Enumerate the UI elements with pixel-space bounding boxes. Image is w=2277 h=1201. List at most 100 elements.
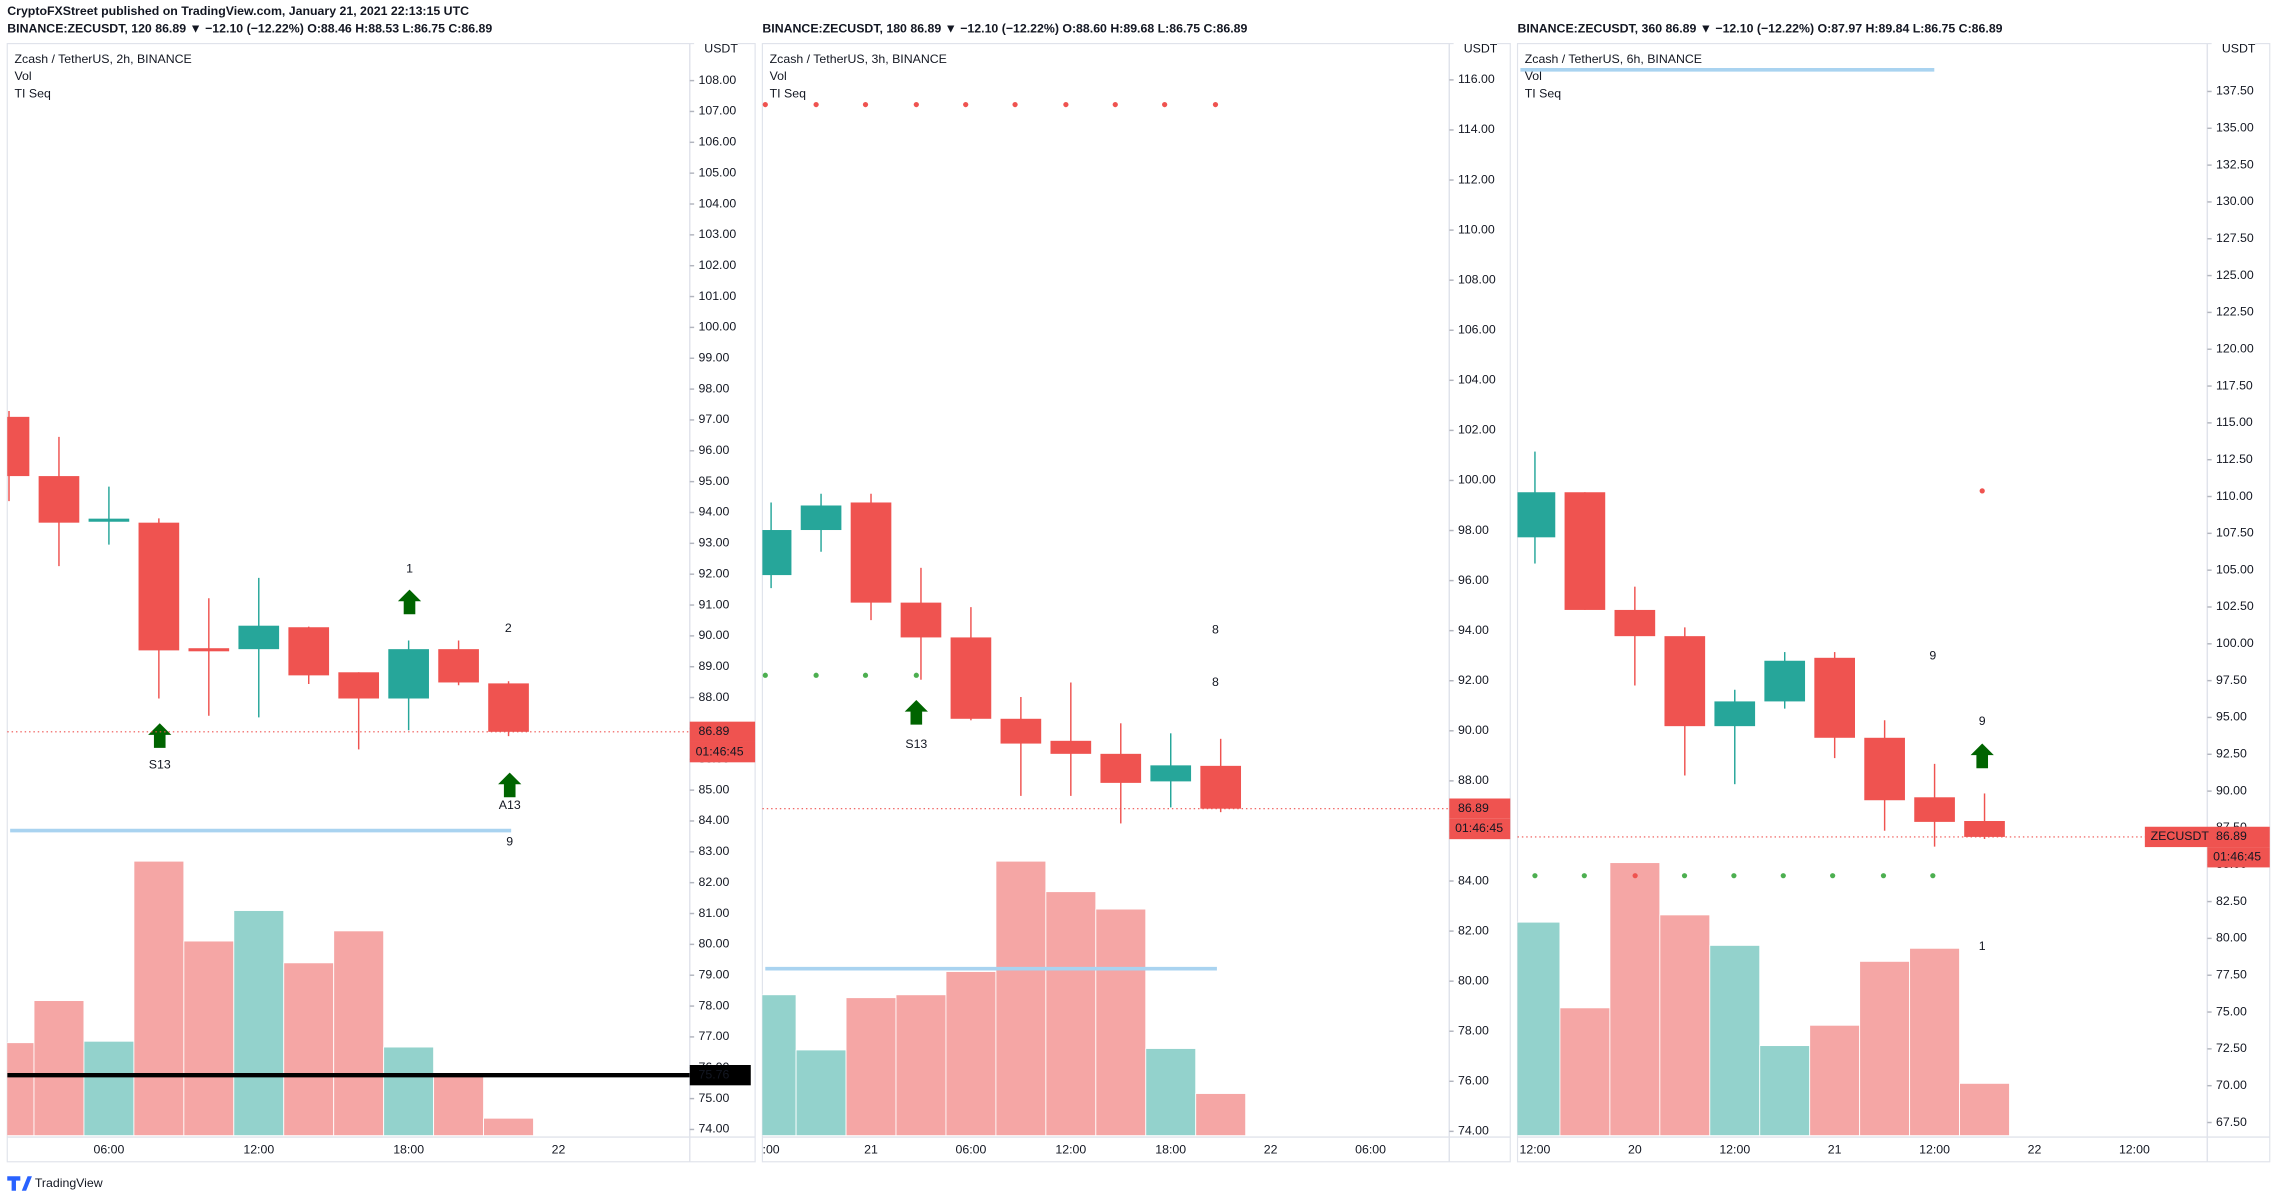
volume-bar — [795, 1049, 847, 1136]
plot-area: S13 8 8 — [762, 101, 1247, 1136]
volume-bar — [233, 910, 285, 1136]
y-tick-label: 78.00 — [1458, 1023, 1489, 1037]
seq-dot — [1979, 488, 1985, 494]
y-tick-label: 80.00 — [2216, 931, 2247, 945]
unit-bg — [1453, 40, 1498, 57]
seq-annotation: 9 — [1929, 649, 1936, 663]
y-tick-label: 130.00 — [2216, 194, 2254, 208]
y-tick-label: 85.00 — [698, 782, 729, 796]
y-tick-label: 115.00 — [2216, 415, 2253, 429]
seq-annotation: 1 — [1979, 939, 1986, 953]
y-tick-label: 67.50 — [2216, 1115, 2247, 1129]
y-tick-label: 91.00 — [698, 597, 729, 611]
candle-body — [850, 502, 892, 603]
indicator-label: TI Seq — [15, 87, 51, 101]
y-tick-label: 102.00 — [1458, 423, 1496, 437]
seq-annotation: S13 — [149, 758, 171, 772]
candle-body — [188, 648, 230, 652]
y-tick-label: 117.50 — [2216, 378, 2253, 392]
last-price-label: 86.89 — [1458, 801, 1489, 815]
x-tick-label: 22 — [2028, 1142, 2042, 1156]
y-tick-label: 98.00 — [1458, 523, 1489, 537]
volume-bar — [1759, 1045, 1811, 1136]
axis-unit: USDT — [2222, 42, 2256, 56]
candle-body — [1964, 821, 2005, 837]
x-tick-label: 06:00 — [955, 1142, 986, 1156]
countdown-bg — [1449, 818, 1511, 840]
y-tick-label: 95.00 — [698, 474, 729, 488]
y-tick-label: 98.00 — [698, 381, 729, 395]
candle-body — [762, 530, 792, 576]
volume-bar — [283, 962, 335, 1136]
y-tick-label: 99.00 — [698, 351, 729, 365]
y-tick-label: 89.00 — [698, 659, 729, 673]
y-tick-label: 88.00 — [1458, 773, 1489, 787]
x-tick-label: 21 — [1828, 1142, 1842, 1156]
volume-bar — [1095, 908, 1147, 1136]
indicator-label: TI Seq — [770, 87, 806, 101]
countdown-bg — [689, 741, 756, 763]
y-tick-label: 108.00 — [1458, 272, 1496, 286]
y-tick-label: 122.50 — [2216, 305, 2254, 319]
volume-bar — [895, 994, 947, 1136]
y-tick-label: 104.00 — [1458, 373, 1496, 387]
y-tick-label: 84.00 — [1458, 873, 1489, 887]
y-tick-label: 108.00 — [698, 73, 736, 87]
candle-body — [1564, 492, 1606, 610]
candle-body — [1814, 657, 1855, 738]
indicator-label: TI Seq — [1525, 87, 1561, 101]
y-tick-label: 101.00 — [698, 289, 736, 303]
seq-annotation: 2 — [505, 621, 512, 635]
candle-body — [1914, 797, 1955, 822]
seq-dot — [913, 101, 919, 108]
candle-body — [138, 522, 180, 651]
volume-bar — [945, 971, 997, 1136]
candle-body — [1200, 765, 1242, 809]
seq-dot — [1830, 873, 1836, 879]
candle-body — [900, 602, 942, 638]
candle-body — [238, 625, 280, 650]
volume-bar — [1859, 960, 1911, 1136]
pane-title: Zcash / TetherUS, 3h, BINANCE — [770, 52, 947, 66]
y-tick-label: 102.00 — [698, 258, 736, 272]
y-tick-label: 102.50 — [2216, 599, 2254, 613]
seq-dot — [1162, 101, 1168, 108]
seq-dot — [1681, 873, 1688, 879]
y-tick-label: 127.50 — [2216, 231, 2254, 245]
y-tick-label: 80.00 — [698, 937, 729, 951]
candle-body — [7, 416, 30, 477]
y-tick-label: 72.50 — [2216, 1041, 2247, 1055]
candle-body — [1150, 765, 1192, 782]
y-tick-label: 83.00 — [698, 844, 729, 858]
candle-body — [38, 476, 80, 523]
y-tick-label: 82.00 — [1458, 923, 1489, 937]
volume-bar — [133, 860, 185, 1136]
indicator-label: Vol — [1525, 69, 1542, 83]
y-tick-label: 80.00 — [1458, 973, 1489, 987]
y-tick-label: 74.00 — [1458, 1124, 1489, 1138]
seq-dot — [1780, 873, 1786, 879]
y-tick-label: 106.00 — [698, 135, 736, 149]
candle-body — [1000, 718, 1042, 744]
candle-body — [1517, 492, 1556, 538]
volume-bar — [1809, 1024, 1861, 1136]
volume-bar — [1959, 1082, 2010, 1136]
footer-brand: TradingView — [35, 1176, 103, 1190]
y-tick-label: 82.50 — [2216, 894, 2247, 908]
seq-dot — [1930, 873, 1936, 879]
seq-dot — [1212, 101, 1219, 108]
x-tick-label: 06:00 — [1355, 1142, 1386, 1156]
seq-annotation: 1 — [406, 562, 413, 576]
y-tick-label: 94.00 — [1458, 623, 1489, 637]
y-tick-label: 70.00 — [2216, 1078, 2247, 1092]
countdown: 01:46:45 — [1455, 821, 1503, 835]
buy-arrow — [498, 772, 522, 798]
level-label: 75.76 — [698, 1067, 729, 1081]
seq-dot — [1063, 101, 1069, 108]
candle-body — [1614, 609, 1656, 637]
x-tick-label: 06:00 — [93, 1142, 124, 1156]
y-tick-label: 112.50 — [2216, 452, 2253, 466]
y-tick-label: 81.00 — [698, 906, 729, 920]
y-tick-label: 82.00 — [698, 875, 729, 889]
